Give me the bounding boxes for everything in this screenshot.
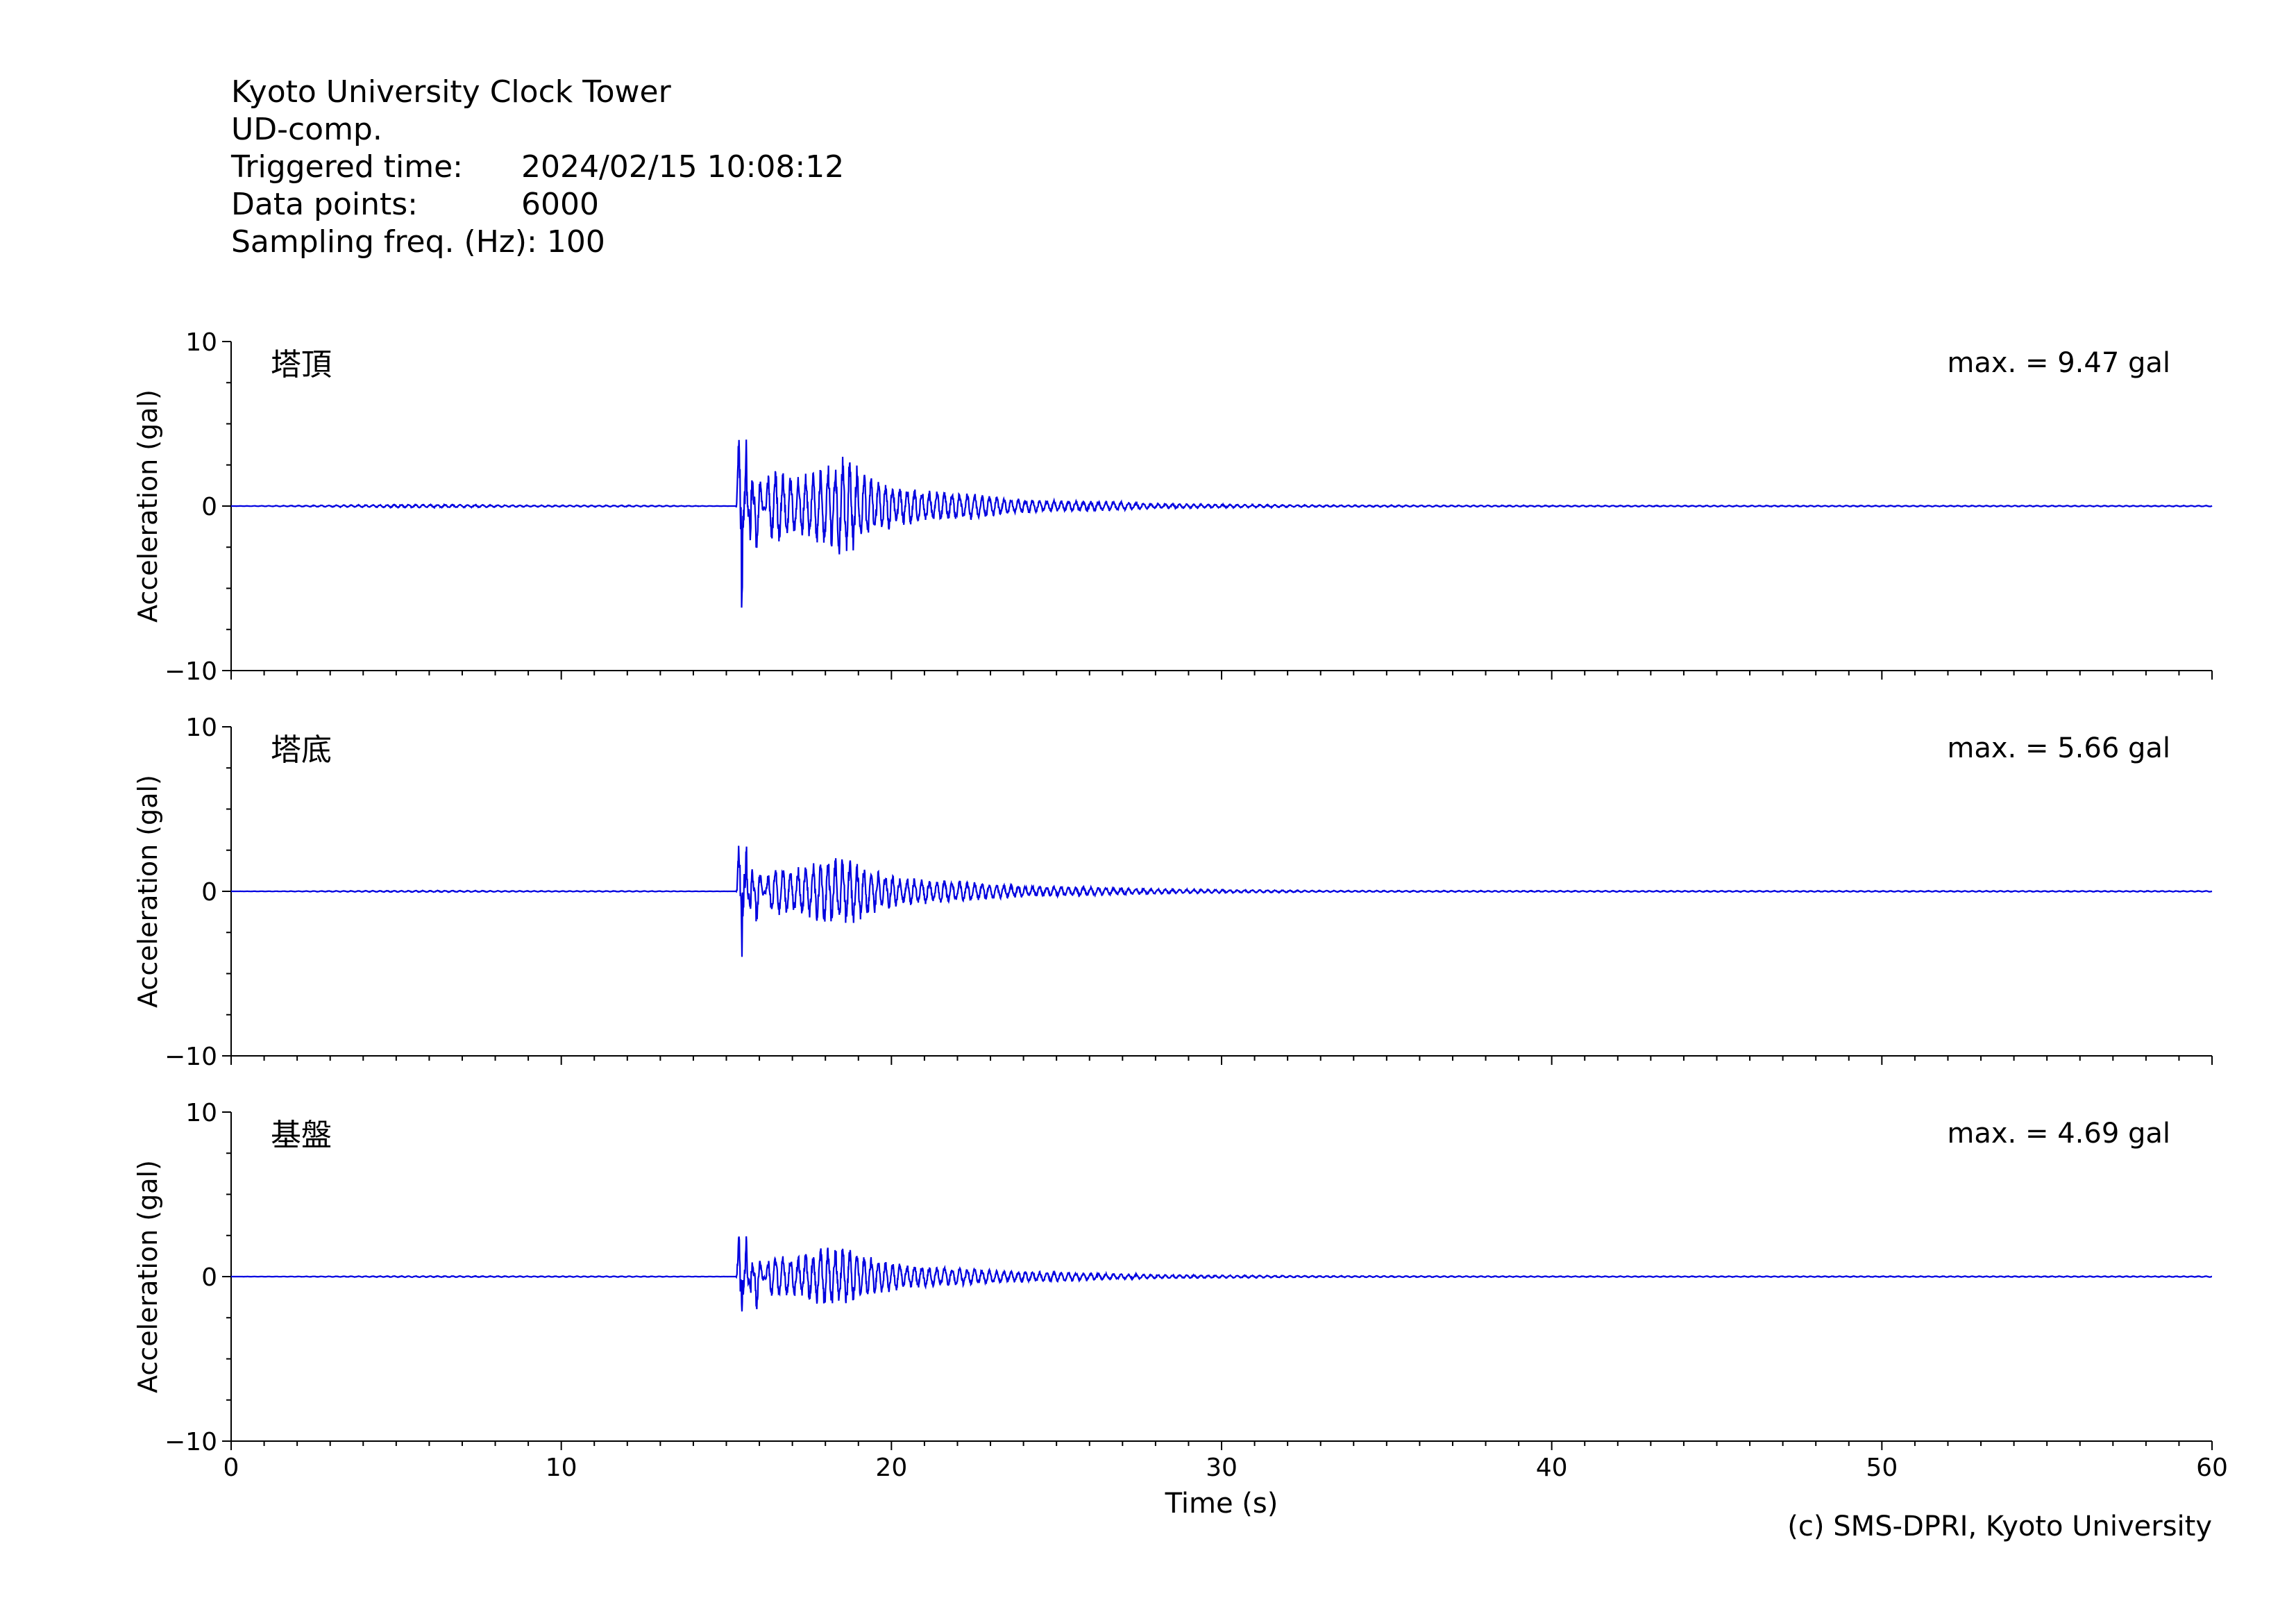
y-axis-label: Acceleration (gal) [133, 389, 163, 623]
max-value-label: max. = 5.66 gal [1947, 732, 2170, 764]
y-tick-label: −10 [164, 657, 217, 686]
y-tick-label: 10 [185, 328, 217, 357]
y-tick-label: −10 [164, 1043, 217, 1071]
x-axis-label: Time (s) [1165, 1488, 1278, 1520]
record-header: Kyoto University Clock Tower UD-comp. Tr… [231, 74, 844, 261]
y-tick-label: 10 [185, 714, 217, 742]
y-axis-label: Acceleration (gal) [133, 1160, 163, 1393]
x-tick-label: 60 [2196, 1454, 2228, 1482]
triggered-time-row: Triggered time: 2024/02/15 10:08:12 [231, 149, 844, 186]
panel-name-label: 基盤 [271, 1118, 332, 1153]
data-points-row: Data points: 6000 [231, 186, 844, 224]
x-tick-label: 50 [1866, 1454, 1898, 1482]
x-tick-label: 20 [875, 1454, 907, 1482]
x-tick-label: 30 [1206, 1454, 1238, 1482]
sampling-freq-value: 100 [546, 224, 605, 260]
triggered-time-label: Triggered time: [231, 149, 463, 185]
station-name: Kyoto University Clock Tower [231, 74, 671, 110]
max-value-label: max. = 9.47 gal [1947, 347, 2170, 379]
y-tick-label: 0 [201, 878, 217, 907]
x-tick-label: 0 [223, 1454, 239, 1482]
component-label: UD-comp. [231, 112, 382, 147]
y-tick-label: −10 [164, 1428, 217, 1456]
data-points-label: Data points: [231, 187, 419, 222]
panel-name-label: 塔頂 [271, 347, 332, 382]
waveform-trace [231, 846, 2213, 957]
chart-panel: 10 0 −10 Acceleration (gal) 塔頂 max. = 9.47 ga… [133, 328, 2213, 686]
waveform-trace [231, 1236, 2212, 1312]
max-value-label: max. = 4.69 gal [1947, 1118, 2170, 1150]
sampling-freq-row: Sampling freq. (Hz): 100 [231, 224, 844, 261]
x-tick-label: 10 [546, 1454, 577, 1482]
data-points-value: 6000 [521, 187, 599, 222]
y-axis-label: Acceleration (gal) [133, 775, 163, 1008]
y-tick-label: 10 [185, 1099, 217, 1127]
y-tick-label: 0 [201, 493, 217, 521]
panel-name-label: 塔底 [271, 732, 332, 768]
sampling-freq-label: Sampling freq. (Hz): [231, 224, 537, 260]
chart-panel: 10 0 −10 Acceleration (gal) 塔底 max. = 5.66 ga… [133, 714, 2213, 1071]
triggered-time-value: 2024/02/15 10:08:12 [521, 149, 845, 185]
waveform-trace [231, 439, 2213, 608]
y-tick-label: 0 [201, 1263, 217, 1292]
x-tick-label: 40 [1536, 1454, 1568, 1482]
copyright-label: (c) SMS-DPRI, Kyoto University [1787, 1511, 2212, 1542]
